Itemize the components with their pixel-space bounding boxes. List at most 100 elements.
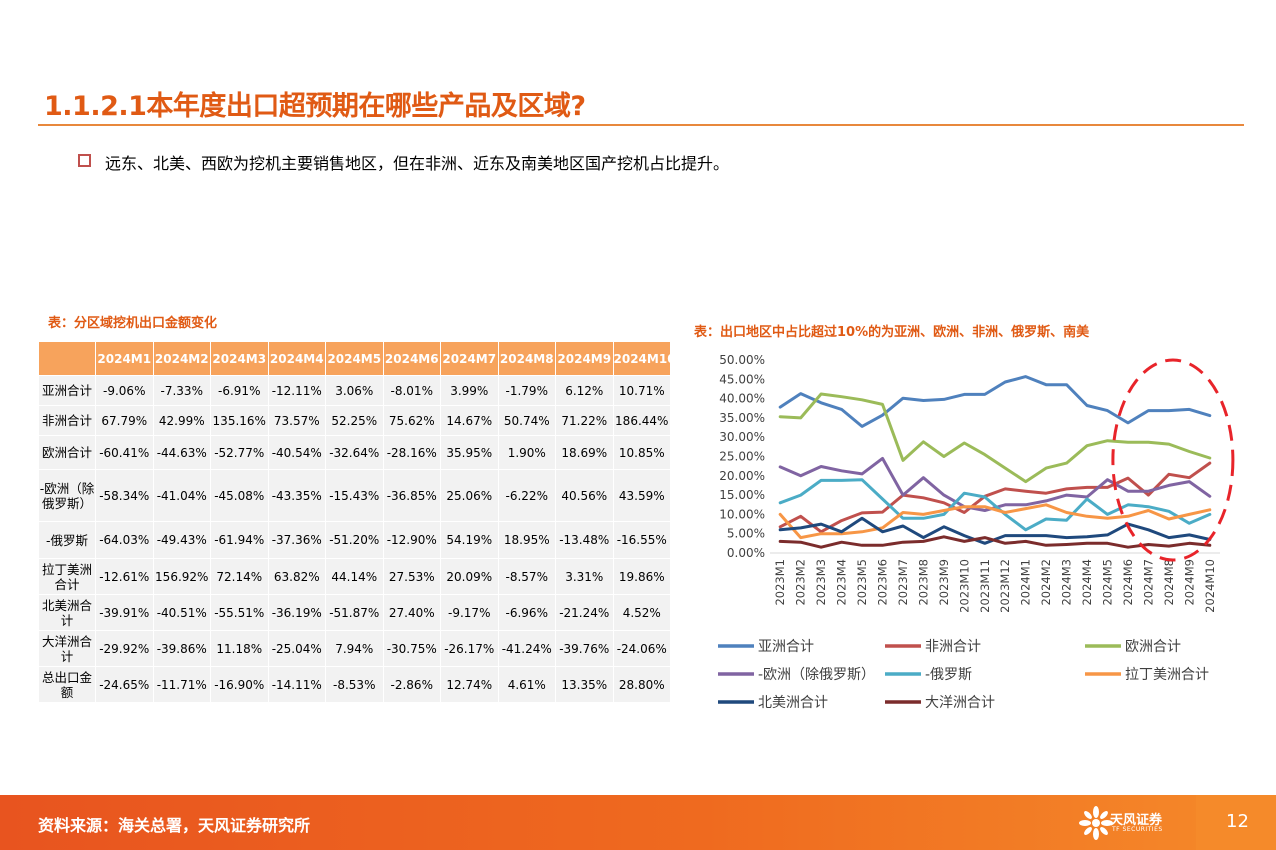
table-cell: -55.51%	[210, 594, 269, 631]
table-cell: -9.06%	[95, 375, 154, 406]
table-cell: 156.92%	[152, 558, 211, 595]
table-cell: 73.57%	[267, 405, 326, 436]
table-cell: 135.16%	[210, 405, 269, 436]
table-cell: -39.86%	[152, 630, 211, 667]
x-tick-label: 2024M8	[1162, 559, 1176, 606]
table-cell: 18.95%	[497, 521, 556, 559]
table-cell: 14.67%	[440, 405, 499, 436]
table-cell: 1.90%	[497, 435, 556, 470]
x-tick-label: 2023M6	[876, 559, 890, 606]
legend-label: 欧洲合计	[1125, 639, 1181, 655]
table-cell: -16.90%	[210, 666, 269, 703]
table-cell: 19.86%	[612, 558, 671, 595]
tf-logo-icon	[1079, 806, 1113, 840]
table-cell: -43.35%	[267, 469, 326, 522]
chart-title: 表：出口地区中占比超过10%的为亚洲、欧洲、非洲、俄罗斯、南美	[694, 325, 1090, 340]
table-cell: -25.04%	[267, 630, 326, 667]
table-cell: -40.54%	[267, 435, 326, 470]
legend-label: 非洲合计	[925, 639, 981, 655]
y-tick-label: 5.00%	[727, 527, 765, 541]
y-tick-label: 50.00%	[719, 353, 765, 367]
footer-source: 资料来源：海关总署，天风证券研究所	[38, 816, 311, 835]
x-tick-label: 2023M10	[957, 559, 971, 613]
table-cell: 44.14%	[325, 558, 384, 595]
footer-panel	[1196, 795, 1276, 850]
table-cell: -36.85%	[382, 469, 441, 522]
table-cell: -12.90%	[382, 521, 441, 559]
table-row-label: 北美洲合计	[38, 594, 96, 631]
table-title: 表：分区域挖机出口金额变化	[48, 316, 218, 331]
y-tick-label: 25.00%	[719, 450, 765, 464]
y-tick-label: 35.00%	[719, 411, 765, 425]
legend-label: -欧洲（除俄罗斯）	[758, 667, 875, 683]
series-line	[778, 503, 1212, 540]
table-cell: -32.64%	[325, 435, 384, 470]
x-tick-label: 2024M6	[1121, 559, 1135, 606]
table-cell: 3.31%	[555, 558, 614, 595]
table-row-label: -俄罗斯	[38, 521, 96, 559]
table-cell: 10.85%	[612, 435, 671, 470]
x-tick-label: 2023M2	[794, 559, 808, 606]
table-row-label: 总出口金额	[38, 666, 96, 703]
table-cell: 67.79%	[95, 405, 154, 436]
table-header-row: 2024M1 2024M2 2024M3 2024M4 2024M5 2024M6 2024…	[38, 341, 671, 376]
highlight-ellipse	[1111, 358, 1235, 562]
table-cell: -14.11%	[267, 666, 326, 703]
series-line	[778, 456, 1212, 512]
table-cell: 52.25%	[325, 405, 384, 436]
table-cell: 75.62%	[382, 405, 441, 436]
table-cell: -61.94%	[210, 521, 269, 559]
page-title: 1.1.2.1本年度出口超预期在哪些产品及区域?	[44, 91, 586, 122]
table-cell: -24.65%	[95, 666, 154, 703]
table-cell: 11.18%	[210, 630, 269, 667]
table-cell: 40.56%	[555, 469, 614, 522]
table-cell: -8.53%	[325, 666, 384, 703]
table-cell: 63.82%	[267, 558, 326, 595]
x-tick-label: 2023M11	[978, 559, 992, 613]
table-cell: 72.14%	[210, 558, 269, 595]
table-cell: -28.16%	[382, 435, 441, 470]
table-cell: -51.20%	[325, 521, 384, 559]
table-column-header: 2024M6	[382, 341, 441, 376]
table-cell: -15.43%	[325, 469, 384, 522]
legend-label: 大洋洲合计	[925, 695, 995, 711]
table-cell: 3.06%	[325, 375, 384, 406]
x-tick-label: 2024M9	[1182, 559, 1196, 606]
x-tick-label: 2024M7	[1141, 559, 1155, 606]
table-row: -俄罗斯 -64.03% -49.43% -61.94% -37.36% -51.20% -…	[38, 521, 671, 559]
y-tick-label: 30.00%	[719, 430, 765, 444]
table-cell: -16.55%	[612, 521, 671, 559]
table-cell: 12.74%	[440, 666, 499, 703]
x-tick-label: 2024M4	[1080, 559, 1094, 606]
table-row: 大洋洲合计 -29.92% -39.86% 11.18% -25.04% 7.94% -30…	[38, 630, 671, 667]
table-cell: 13.35%	[555, 666, 614, 703]
bullet-text: 远东、北美、西欧为挖机主要销售地区，但在非洲、近东及南美地区国产挖机占比提升。	[105, 154, 730, 173]
table-column-header: 2024M2	[152, 341, 211, 376]
table-row: 总出口金额 -24.65% -11.71% -16.90% -14.11% -8.53% -…	[38, 666, 671, 703]
table-row: -欧洲（除俄罗斯） -58.34% -41.04% -45.08% -43.35% -15…	[38, 469, 671, 522]
series-line	[778, 461, 1212, 534]
x-tick-label: 2024M2	[1039, 559, 1053, 606]
x-tick-label: 2023M9	[937, 559, 951, 606]
table-cell: -6.91%	[210, 375, 269, 406]
table-column-header: 2024M7	[440, 341, 499, 376]
table-cell: -6.22%	[497, 469, 556, 522]
table-cell: -39.91%	[95, 594, 154, 631]
x-tick-label: 2024M10	[1203, 559, 1217, 613]
table-cell: 35.95%	[440, 435, 499, 470]
table-cell: -29.92%	[95, 630, 154, 667]
table-row: 非洲合计 67.79% 42.99% 135.16% 73.57% 52.25% 75.62…	[38, 405, 671, 436]
table-cell: -41.04%	[152, 469, 211, 522]
x-tick-label: 2023M8	[916, 559, 930, 606]
table-row: 欧洲合计 -60.41% -44.63% -52.77% -40.54% -32.64% -…	[38, 435, 671, 470]
table-header-corner	[38, 341, 96, 376]
table-cell: -26.17%	[440, 630, 499, 667]
table-cell: -11.71%	[152, 666, 211, 703]
table-row-label: 亚洲合计	[38, 375, 96, 406]
table-row-label: 非洲合计	[38, 405, 96, 436]
table-cell: -52.77%	[210, 435, 269, 470]
table-cell: -1.79%	[497, 375, 556, 406]
x-tick-label: 2023M3	[814, 559, 828, 606]
legend-label: 拉丁美洲合计	[1125, 667, 1209, 683]
table-cell: -39.76%	[555, 630, 614, 667]
